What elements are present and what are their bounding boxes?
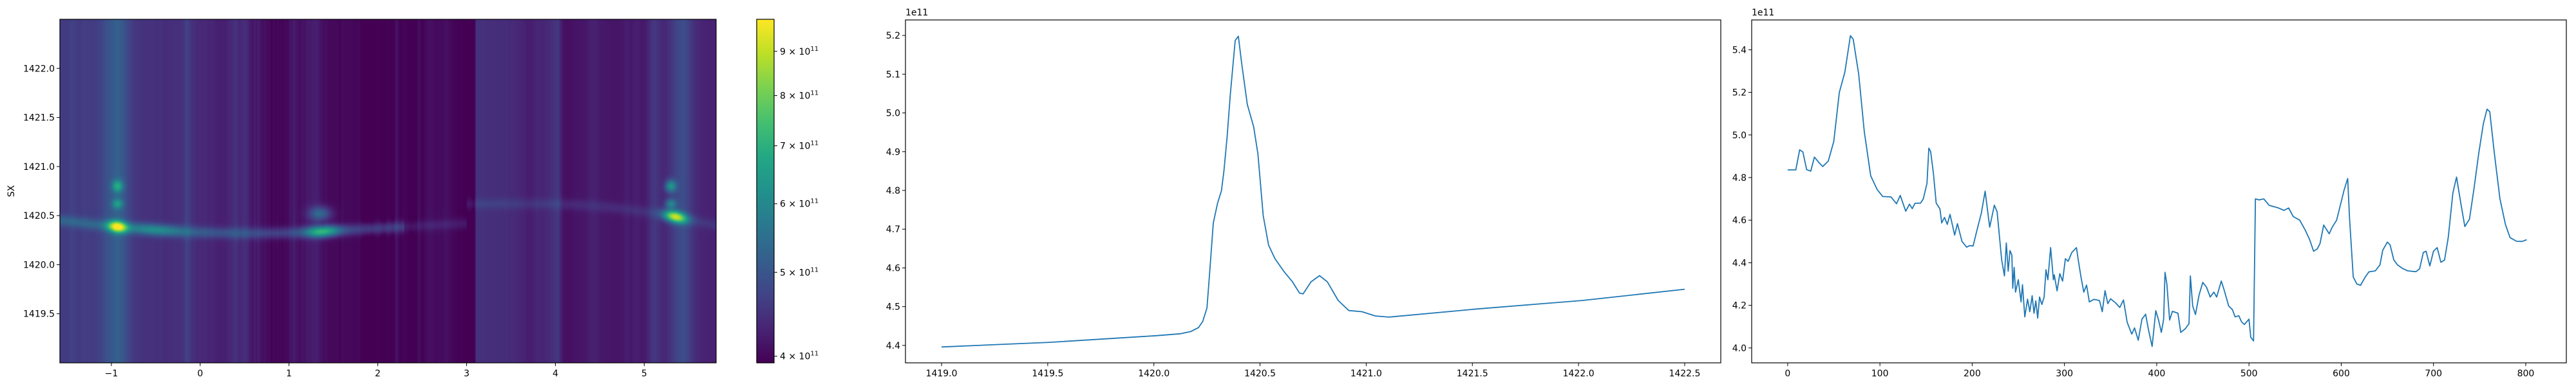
y-tick-label: 4.6 (886, 263, 900, 273)
x-tick-label: 400 (2148, 369, 2166, 379)
x-tick-label: 800 (2517, 369, 2535, 379)
y-tick-label: 1420.5 (23, 211, 55, 221)
y-tick-label: 1420.0 (23, 260, 55, 270)
colorbar: 4 × 1011 5 × 1011 6 × 1011 7 × 1011 8 × 1011… (756, 19, 819, 363)
x-tick-label: 300 (2056, 369, 2073, 379)
colorbar-tick-label: 5 × 1011 (780, 266, 819, 278)
x-tick-label: 600 (2333, 369, 2350, 379)
y-tick-label: 5.2 (1732, 88, 1747, 98)
colorbar-tick-label: 6 × 1011 (780, 198, 819, 210)
y-tick-label: 1422.0 (23, 64, 55, 74)
x-tick-label: 0 (1785, 369, 1790, 379)
x-tick-label: 0 (197, 369, 203, 379)
heatmap-y-axis-label: SX (6, 185, 17, 197)
y-tick-label: 5.0 (886, 109, 900, 119)
y-tick-label: 4.8 (1732, 173, 1747, 183)
series-line (941, 35, 1685, 348)
y-tick-label: 4.7 (886, 225, 900, 235)
y-tick-label: 4.6 (1732, 216, 1747, 226)
x-tick-label: 1 (286, 369, 292, 379)
offset-text: 1e11 (905, 8, 928, 18)
axes-frame (59, 19, 717, 363)
x-tick-label: 1421.0 (1350, 369, 1382, 379)
y-tick-label: 4.0 (1732, 344, 1747, 354)
sx-profile-panel: 1419.0 1419.5 1420.0 1420.5 1421.0 1421.5 1422… (886, 19, 1721, 379)
y-tick-label: 4.8 (886, 186, 900, 196)
x-tick-label: 100 (1871, 369, 1889, 379)
axes-frame (905, 19, 1721, 363)
y-tick-label: 5.0 (1732, 131, 1747, 141)
x-tick-label: 2 (375, 369, 381, 379)
colorbar-gradient (757, 19, 774, 363)
x-tick-label: 1419.0 (926, 369, 958, 379)
colorbar-tick-label: 8 × 1011 (780, 90, 819, 102)
x-tick-label: 1420.5 (1244, 369, 1276, 379)
y-tick-label: 1421.0 (23, 162, 55, 172)
x-tick-label: 1422.0 (1563, 369, 1595, 379)
x-tick-label: −1 (105, 369, 118, 379)
y-tick-label: 5.4 (1732, 45, 1747, 55)
x-tick-label: 700 (2425, 369, 2442, 379)
colorbar-tick-label: 4 × 1011 (780, 351, 819, 362)
x-tick-label: 1420.0 (1138, 369, 1170, 379)
x-tick-label: 1419.5 (1032, 369, 1063, 379)
y-tick-label: 4.2 (1732, 301, 1747, 311)
y-tick-label: 4.4 (1732, 258, 1747, 268)
y-tick-label: 4.4 (886, 341, 900, 351)
offset-text: 1e11 (1752, 8, 1774, 18)
heatmap-image (60, 19, 716, 363)
heatmap-panel: −1 0 1 2 3 4 5 1419.5 1420.0 1420.5 1421.0 1421.5 14… (23, 19, 717, 379)
axes-frame (1751, 19, 2567, 363)
y-tick-label: 5.2 (886, 31, 900, 41)
x-tick-label: 5 (641, 369, 647, 379)
x-tick-label: 500 (2240, 369, 2258, 379)
series-line (1787, 35, 2527, 347)
x-tick-label: 3 (464, 369, 469, 379)
y-tick-label: 5.1 (886, 69, 900, 80)
colorbar-frame (756, 19, 775, 363)
column-profile-panel: 0 100 200 300 400 500 600 700 800 4.0 4.2 4.4 4.6 4.8… (1732, 19, 2567, 379)
y-tick-label: 4.9 (886, 147, 900, 158)
y-tick-label: 1419.5 (23, 309, 55, 320)
x-tick-label: 1422.5 (1669, 369, 1700, 379)
y-tick-label: 4.5 (886, 302, 900, 313)
colorbar-tick-label: 7 × 1011 (780, 140, 819, 152)
x-tick-label: 200 (1964, 369, 1981, 379)
x-tick-label: 1421.5 (1457, 369, 1488, 379)
colorbar-tick-label: 9 × 1011 (780, 46, 819, 57)
y-tick-label: 1421.5 (23, 113, 55, 124)
x-tick-label: 4 (553, 369, 558, 379)
